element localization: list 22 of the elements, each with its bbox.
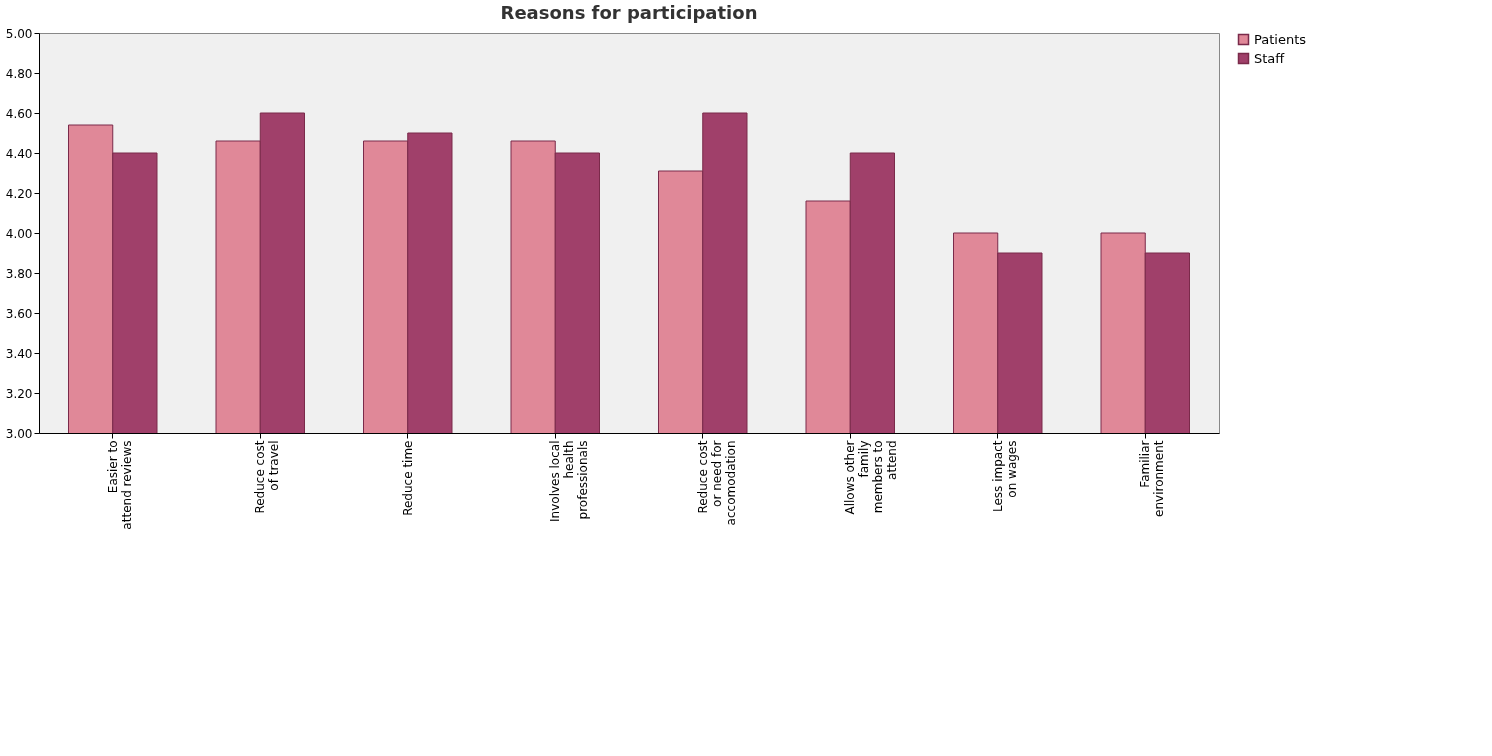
x-tick-label: Reduce cost or need for accomodation xyxy=(695,440,738,526)
x-tick-label: Allows other family members to attend xyxy=(843,440,900,515)
y-tick-label: 3.20 xyxy=(5,386,33,401)
y-tick-label: 4.20 xyxy=(5,186,33,201)
x-tick-label: Familiar environment xyxy=(1138,440,1167,517)
y-tick-label: 3.00 xyxy=(5,426,33,441)
x-tick-label: Reduce time xyxy=(400,440,415,516)
y-tick-label: 3.60 xyxy=(5,306,33,321)
x-tick-label: Reduce cost of travel xyxy=(253,440,282,514)
x-tick-label: Less impact on wages xyxy=(990,440,1019,512)
y-tick-label: 4.80 xyxy=(5,66,33,81)
chart-title: Reasons for participation xyxy=(500,2,758,23)
y-tick-label: 4.60 xyxy=(5,106,33,121)
x-tick-label: Involves local health professionals xyxy=(548,440,591,522)
legend-label: Staff xyxy=(1254,50,1286,66)
y-tick-label: 4.00 xyxy=(5,226,33,241)
y-tick-label: 3.80 xyxy=(5,266,33,281)
y-tick-label: 3.40 xyxy=(5,346,33,361)
legend-label: Patients xyxy=(1254,31,1307,47)
x-tick-label: Easier to attend reviews xyxy=(105,440,134,530)
y-tick-label: 5.00 xyxy=(5,26,33,41)
y-tick-label: 4.40 xyxy=(5,146,33,161)
